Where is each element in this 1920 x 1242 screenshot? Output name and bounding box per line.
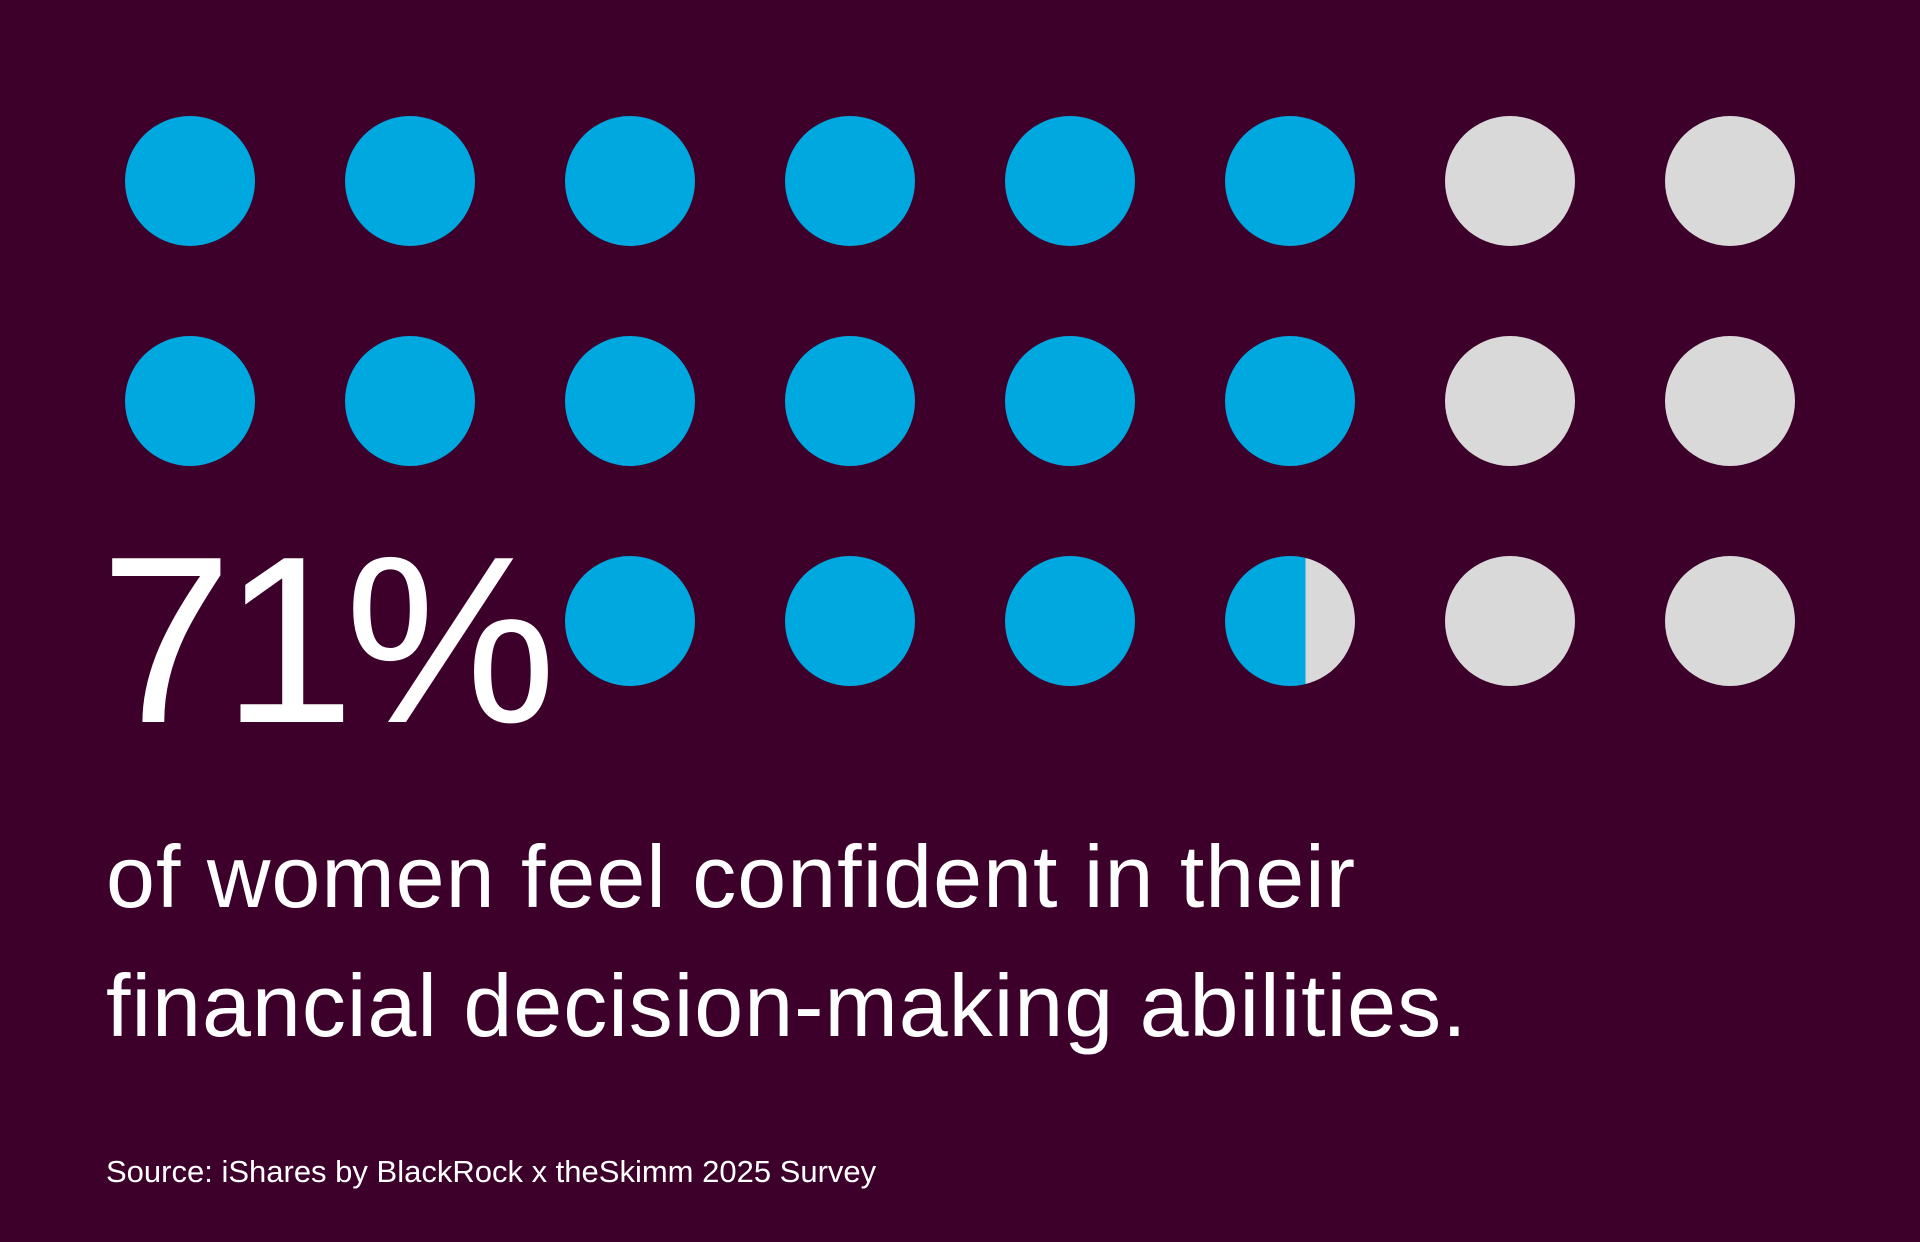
headline-caption: of women feel confident in their financi…: [106, 812, 1806, 1070]
waffle-dot: [1445, 336, 1575, 466]
waffle-dot: [125, 116, 255, 246]
waffle-dot: [1225, 116, 1355, 246]
headline-stat: 71%: [100, 508, 556, 773]
waffle-dot: [1665, 116, 1795, 246]
caption-line-1: of women feel confident in their: [106, 827, 1357, 926]
waffle-dot: [1005, 556, 1135, 686]
waffle-dot: [785, 556, 915, 686]
waffle-dot: [565, 116, 695, 246]
waffle-dot: [345, 336, 475, 466]
waffle-dot: [345, 116, 475, 246]
waffle-dot: [1665, 336, 1795, 466]
waffle-dot: [1665, 556, 1795, 686]
waffle-dot: [1225, 336, 1355, 466]
waffle-dot: [565, 336, 695, 466]
waffle-dot: [1005, 336, 1135, 466]
waffle-dot: [1005, 116, 1135, 246]
waffle-dot: [125, 336, 255, 466]
source-note: Source: iShares by BlackRock x theSkimm …: [106, 1154, 877, 1189]
waffle-dot: [785, 336, 915, 466]
waffle-dot: [785, 116, 915, 246]
waffle-dot: [1225, 556, 1355, 686]
waffle-dot: [1445, 116, 1575, 246]
waffle-dot: [565, 556, 695, 686]
caption-line-2: financial decision-making abilities.: [106, 956, 1468, 1055]
waffle-dot: [1445, 556, 1575, 686]
